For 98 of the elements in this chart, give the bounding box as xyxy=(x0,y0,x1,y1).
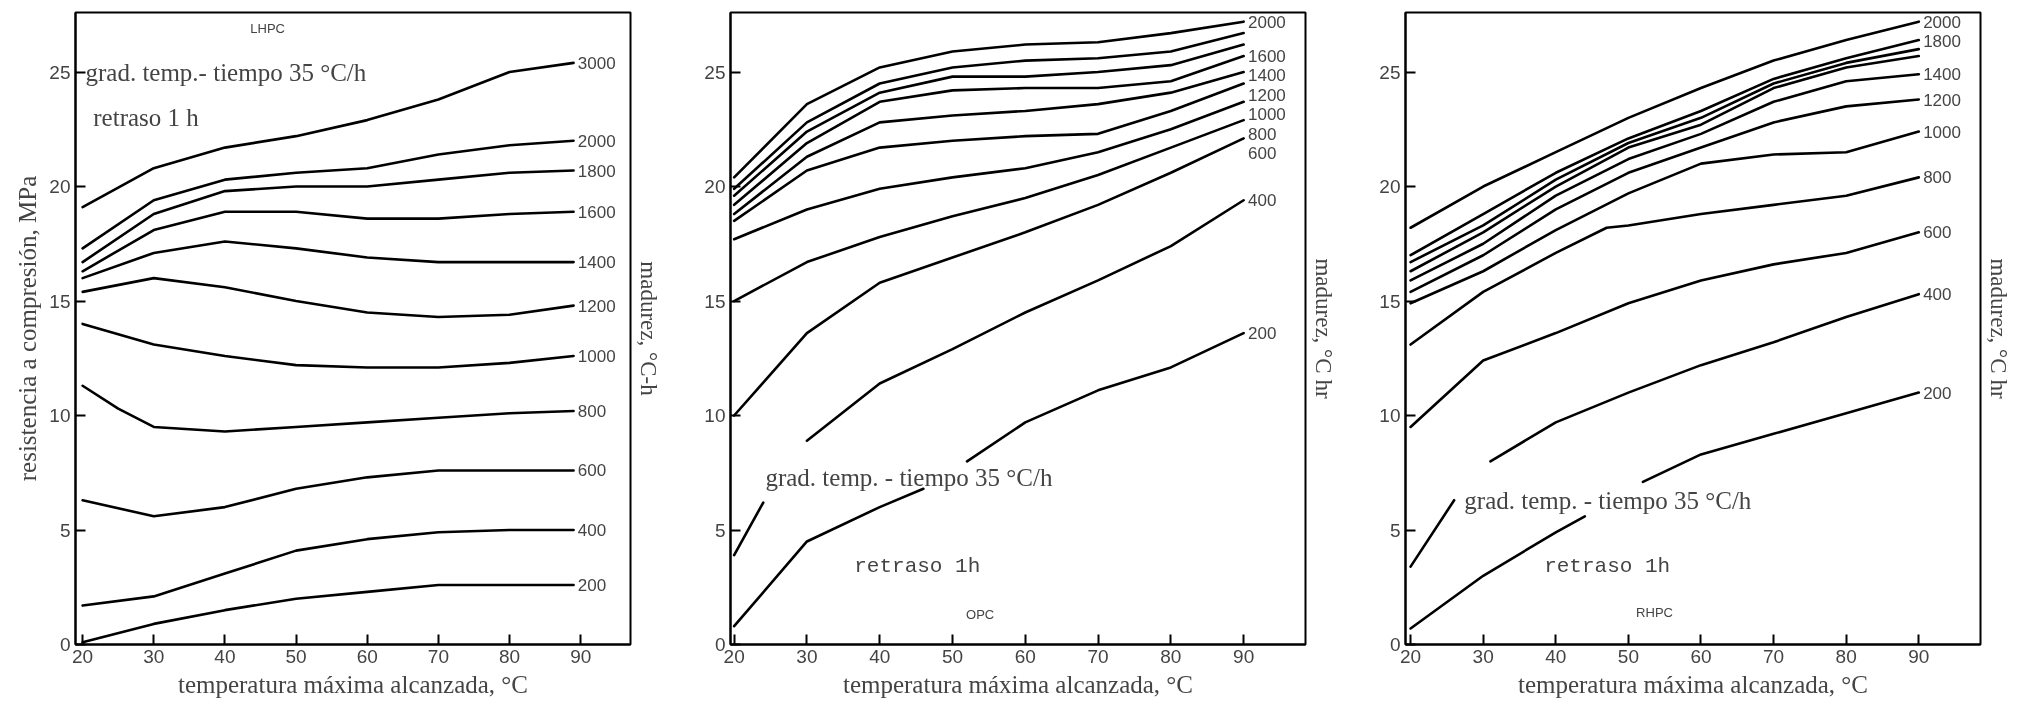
series-label: 1400 xyxy=(1248,66,1286,86)
x-axis-title: temperatura máxima alcanzada, °C xyxy=(842,670,1194,698)
line-series xyxy=(1409,231,1921,429)
series-label: 1600 xyxy=(1248,47,1286,67)
x-tick-label: 50 xyxy=(285,645,307,667)
line-series xyxy=(81,276,575,319)
x-tick-label: 50 xyxy=(1617,645,1639,667)
series-label: 1200 xyxy=(1248,85,1286,105)
series-label: 3000 xyxy=(577,53,616,73)
series-label: 400 xyxy=(577,521,607,541)
annotation: RHPC xyxy=(1636,604,1673,620)
line-series xyxy=(81,139,575,250)
line-series xyxy=(81,322,575,369)
x-axis-title: temperatura máxima alcanzada, °C xyxy=(177,670,529,698)
x-tick-label: 70 xyxy=(427,645,449,667)
y-tick-label: 10 xyxy=(1379,405,1401,427)
x-tick-label: 90 xyxy=(1233,645,1255,667)
legend-title: madurez, °C hr xyxy=(1310,258,1336,399)
series-label: 1000 xyxy=(577,346,616,366)
line-series xyxy=(81,61,575,209)
series-label: 1600 xyxy=(577,202,616,222)
series-label: 2000 xyxy=(1923,12,1961,32)
line-series xyxy=(81,240,575,280)
annotation: LHPC xyxy=(250,21,285,37)
annotation: retraso 1h xyxy=(854,555,981,579)
series-label: 1800 xyxy=(1923,32,1961,52)
x-tick-label: 90 xyxy=(1908,645,1930,667)
x-tick-label: 30 xyxy=(143,645,165,667)
series-label: 400 xyxy=(1923,285,1952,305)
series-label: 600 xyxy=(577,461,607,481)
annotation: grad. temp. - tiempo 35 °C/h xyxy=(1464,486,1752,514)
y-tick-label: 5 xyxy=(59,519,71,541)
annotation: OPC xyxy=(966,607,995,623)
series-label: 200 xyxy=(1923,383,1952,403)
y-tick-label: 25 xyxy=(1379,61,1401,83)
line-series xyxy=(1409,20,1921,230)
series-label: 200 xyxy=(1248,324,1277,344)
line-series xyxy=(81,384,575,433)
series-label: 800 xyxy=(1923,168,1952,188)
y-tick-label: 15 xyxy=(49,290,71,312)
series-label: 1000 xyxy=(1923,122,1961,142)
annotation: retraso 1 h xyxy=(93,104,200,132)
line-series xyxy=(1409,176,1921,346)
series-label: 1200 xyxy=(1923,90,1961,110)
annotation: grad. temp.- tiempo 35 °C/h xyxy=(85,58,367,86)
series-label: 800 xyxy=(1248,124,1277,144)
x-tick-label: 40 xyxy=(214,645,236,667)
series-label: 1400 xyxy=(1923,65,1961,85)
y-tick-label: 10 xyxy=(704,405,726,427)
x-tick-label: 80 xyxy=(1835,645,1857,667)
annotation: grad. temp. - tiempo 35 °C/h xyxy=(765,463,1053,491)
y-tick-label: 25 xyxy=(49,61,71,83)
line-series xyxy=(81,469,575,518)
x-tick-label: 90 xyxy=(570,645,592,667)
series-label: 200 xyxy=(577,575,607,595)
series-label: 1000 xyxy=(1248,105,1286,125)
y-tick-label: 20 xyxy=(1379,176,1401,198)
x-tick-label: 30 xyxy=(796,645,818,667)
y-tick-label: 20 xyxy=(704,176,726,198)
series-label: 1800 xyxy=(577,161,616,181)
y-axis-title: resistencia a compresión, MPa xyxy=(14,175,42,482)
x-tick-label: 60 xyxy=(356,645,378,667)
x-tick-label: 40 xyxy=(1545,645,1567,667)
y-tick-label: 5 xyxy=(1389,519,1401,541)
y-tick-label: 5 xyxy=(714,519,726,541)
x-axis-title: temperatura máxima alcanzada, °C xyxy=(1517,670,1869,698)
line-series xyxy=(81,210,575,273)
series-label: 2000 xyxy=(1248,12,1286,32)
x-tick-label: 40 xyxy=(869,645,891,667)
series-label: 600 xyxy=(1248,144,1277,164)
series-label: 800 xyxy=(577,401,607,421)
y-tick-label: 10 xyxy=(49,405,71,427)
line-series xyxy=(1409,98,1921,294)
series-label: 1200 xyxy=(577,296,616,316)
y-tick-label: 15 xyxy=(704,290,726,312)
x-tick-label: 30 xyxy=(1472,645,1494,667)
series-label: 1400 xyxy=(577,253,616,273)
x-tick-label: 60 xyxy=(1690,645,1712,667)
y-tick-label: 20 xyxy=(49,176,71,198)
x-tick-label: 70 xyxy=(1087,645,1109,667)
y-tick-label: 0 xyxy=(59,634,71,655)
x-tick-label: 80 xyxy=(1160,645,1182,667)
series-label: 400 xyxy=(1248,191,1277,211)
x-tick-label: 50 xyxy=(941,645,964,667)
legend-title: madurez, °C-h xyxy=(635,261,661,397)
y-tick-label: 0 xyxy=(1389,634,1401,655)
annotation: retraso 1h xyxy=(1544,555,1671,579)
line-series xyxy=(81,169,575,264)
line-series xyxy=(81,528,575,607)
x-tick-label: 80 xyxy=(498,645,521,667)
x-tick-label: 60 xyxy=(1014,645,1036,667)
series-label: 2000 xyxy=(577,131,616,151)
y-tick-label: 15 xyxy=(1379,290,1401,312)
y-tick-label: 0 xyxy=(714,634,726,655)
y-tick-label: 25 xyxy=(704,61,726,83)
legend-title: madurez, °C hr xyxy=(1985,258,2011,399)
x-tick-label: 70 xyxy=(1763,645,1785,667)
series-label: 600 xyxy=(1923,223,1952,243)
